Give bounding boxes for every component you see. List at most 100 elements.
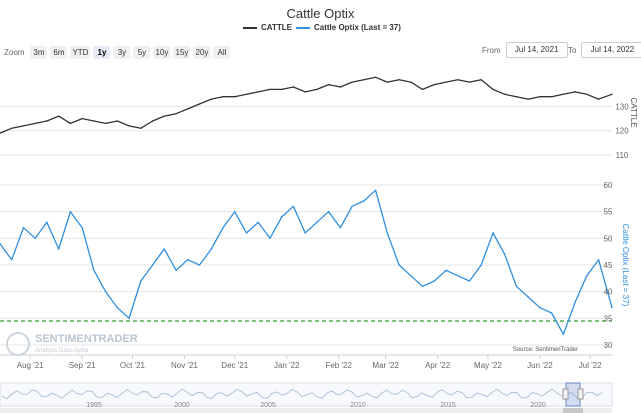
zoom-button-20y[interactable]: 20y (193, 45, 211, 59)
navigator-handle-left[interactable] (562, 388, 569, 400)
legend-swatch-optix (296, 26, 310, 29)
data-point (433, 83, 435, 86)
data-point (151, 120, 154, 122)
y-tick-label: 40 (604, 288, 613, 297)
y-tick-label: 120 (615, 127, 629, 136)
data-point (327, 210, 330, 213)
x-tick-label: Aug '21 (17, 361, 44, 370)
data-point (586, 93, 588, 95)
watermark: SENTIMENTRADER Analysis Data Alpha (6, 332, 138, 356)
zoom-button-1y[interactable]: 1y (93, 45, 111, 59)
data-point (175, 113, 177, 115)
data-point (457, 79, 459, 81)
data-point (128, 317, 130, 320)
data-point (93, 269, 95, 272)
data-point (198, 264, 201, 266)
x-tick-label: Feb '22 (325, 361, 352, 370)
data-point (280, 216, 283, 218)
zoom-button-3y[interactable]: 3y (113, 45, 131, 59)
data-point (398, 264, 400, 266)
data-point (34, 122, 36, 125)
navigator-scrollbar[interactable] (0, 408, 612, 413)
x-tick-label: Mar '22 (372, 361, 399, 370)
data-point (611, 93, 613, 95)
range-to: To Jul 14, 2022 (568, 42, 641, 58)
data-point (611, 306, 613, 309)
data-point (22, 125, 25, 127)
data-point (245, 232, 248, 234)
zoom-button-3m[interactable]: 3m (30, 45, 48, 59)
data-point (116, 120, 119, 122)
navigator-handle-right[interactable] (577, 388, 584, 400)
zoom-button-10y[interactable]: 10y (153, 45, 171, 59)
data-point (586, 274, 588, 277)
data-point (140, 280, 142, 282)
data-point (34, 237, 36, 240)
navigator[interactable]: 1995 2000 2005 2010 2015 2020 (0, 382, 613, 413)
watermark-tagline: Analysis Data Alpha (35, 348, 89, 354)
watermark-logo-icon (6, 332, 30, 356)
data-point (445, 81, 447, 83)
legend-label-optix: Cattle Optix (Last = 37) (314, 23, 401, 32)
data-point (374, 189, 377, 192)
chart-title: Cattle Optix (286, 6, 355, 21)
legend: CATTLE Cattle Optix (Last = 37) (0, 23, 641, 37)
x-tick-label: Apr '22 (425, 361, 451, 370)
data-point (163, 115, 166, 117)
data-point (245, 93, 248, 95)
zoom-button-ytd[interactable]: YTD (70, 45, 91, 59)
data-point (433, 280, 435, 282)
legend-label-cattle: CATTLE (261, 23, 292, 32)
data-point (480, 79, 482, 81)
x-tick-label: Oct '21 (120, 361, 146, 370)
data-point (304, 232, 306, 234)
navigator-tick-label: 2020 (530, 402, 546, 409)
zoom-button-all[interactable]: All (213, 45, 231, 59)
y-tick-label: 130 (615, 102, 629, 111)
range-to-input[interactable]: Jul 14, 2022 (581, 42, 641, 58)
data-point (527, 296, 529, 298)
range-from-input[interactable]: Jul 14, 2021 (505, 42, 568, 58)
zoom-button-6m[interactable]: 6m (50, 45, 68, 59)
data-point (550, 312, 553, 314)
zoom-button-5y[interactable]: 5y (133, 45, 151, 59)
data-point (410, 81, 412, 83)
source-label: Source: SentimenTrader (513, 347, 578, 353)
data-point (69, 122, 72, 125)
data-point (210, 98, 212, 100)
data-point (69, 210, 72, 213)
y-tick-label: 35 (604, 314, 613, 323)
data-point (104, 122, 107, 125)
legend-item-optix[interactable]: Cattle Optix (Last = 37) (296, 23, 401, 32)
navigator-tick-label: 2005 (260, 402, 276, 409)
y-axis-title: Cattle Optix (Last = 37) (621, 224, 630, 307)
data-point (562, 333, 565, 336)
zoom-label: Zoom (4, 47, 25, 57)
data-point (351, 81, 353, 83)
y-tick-label: 60 (604, 181, 613, 190)
navigator-background (0, 382, 613, 407)
data-point (550, 96, 553, 98)
data-point (81, 117, 83, 120)
data-point (210, 248, 212, 250)
data-point (363, 79, 365, 81)
data-point (269, 237, 271, 240)
x-tick-label: May '22 (474, 361, 502, 370)
data-point (339, 86, 342, 88)
data-point (492, 232, 494, 234)
data-point (46, 221, 48, 224)
zoom-controls: Zoom 3m 6m YTD 1y 3y 5y 10y 15y 20y All (4, 45, 231, 59)
navigator-scrollbar-thumb[interactable] (563, 408, 583, 413)
range-from-label: From (482, 45, 501, 55)
data-point (140, 127, 142, 129)
data-point (503, 93, 506, 95)
y-tick-label: 55 (604, 208, 613, 217)
data-point (339, 226, 342, 229)
y-axis-title: CATTLE (629, 97, 638, 127)
data-point (0, 132, 1, 134)
legend-item-cattle[interactable]: CATTLE (243, 23, 292, 32)
data-point (527, 98, 529, 100)
zoom-button-15y[interactable]: 15y (173, 45, 191, 59)
data-point (304, 91, 306, 93)
data-point (468, 81, 471, 83)
